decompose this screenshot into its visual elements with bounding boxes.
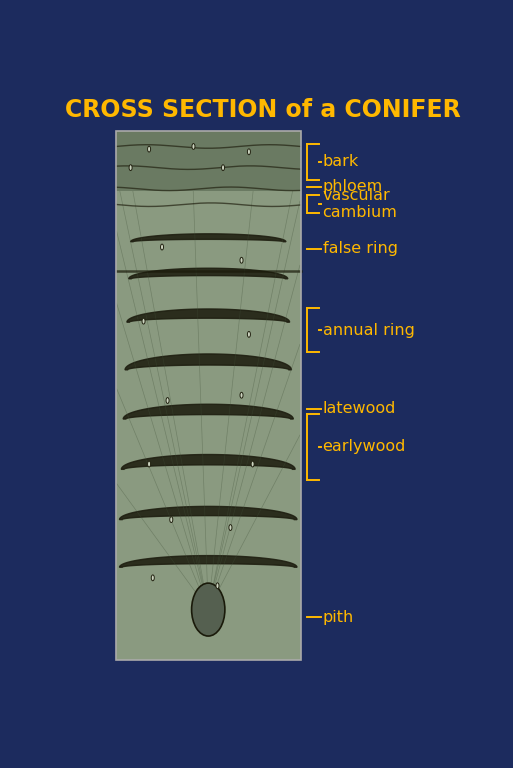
Polygon shape [122, 455, 295, 469]
Ellipse shape [251, 461, 254, 467]
Polygon shape [131, 233, 286, 242]
Ellipse shape [129, 164, 132, 170]
Ellipse shape [170, 517, 173, 522]
Polygon shape [123, 404, 293, 419]
Text: vascular
cambium: vascular cambium [323, 188, 398, 220]
Bar [116, 131, 301, 660]
Bar [116, 131, 301, 660]
Ellipse shape [240, 257, 243, 263]
Ellipse shape [192, 144, 195, 150]
Text: annual ring: annual ring [323, 323, 415, 338]
Ellipse shape [216, 583, 219, 589]
Text: earlywood: earlywood [323, 439, 406, 455]
Text: pith: pith [323, 610, 354, 625]
Ellipse shape [148, 146, 151, 152]
Ellipse shape [148, 461, 151, 467]
Polygon shape [129, 268, 288, 279]
Ellipse shape [229, 525, 232, 531]
Ellipse shape [240, 392, 243, 398]
Text: false ring: false ring [323, 241, 398, 257]
Polygon shape [127, 309, 290, 323]
Ellipse shape [247, 332, 250, 337]
Polygon shape [125, 354, 291, 370]
Text: phloem: phloem [323, 179, 383, 194]
Ellipse shape [151, 575, 154, 581]
Ellipse shape [161, 244, 164, 250]
Ellipse shape [222, 164, 225, 170]
Text: bark: bark [323, 154, 359, 170]
Ellipse shape [247, 149, 250, 154]
Ellipse shape [166, 398, 169, 403]
Ellipse shape [192, 583, 225, 636]
Polygon shape [120, 506, 297, 520]
Ellipse shape [142, 318, 145, 324]
Text: latewood: latewood [323, 401, 396, 416]
Polygon shape [120, 555, 297, 568]
Bar [116, 131, 301, 191]
Text: CROSS SECTION of a CONIFER: CROSS SECTION of a CONIFER [65, 98, 461, 122]
